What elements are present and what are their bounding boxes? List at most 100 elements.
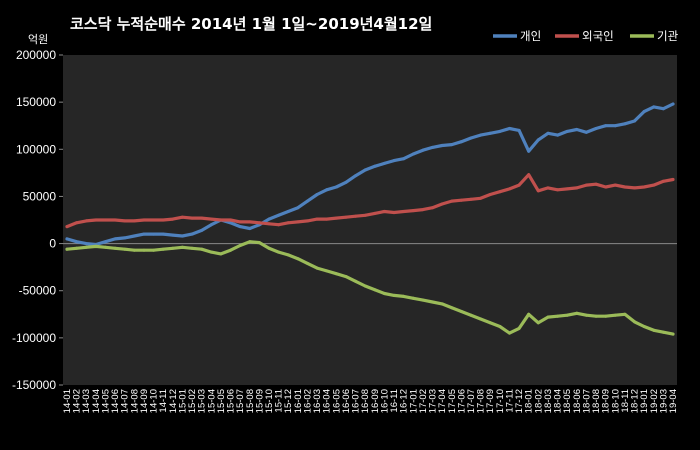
x-tick-label: 15-05 xyxy=(216,389,227,413)
y-tick-label: 200000 xyxy=(16,48,56,62)
x-tick-label: 15-04 xyxy=(206,389,217,413)
x-tick-label: 15-07 xyxy=(235,389,246,413)
x-tick-label: 16-06 xyxy=(341,389,352,413)
x-tick-label: 14-06 xyxy=(110,389,121,413)
data-point-1 xyxy=(354,174,358,178)
x-tick-label: 16-09 xyxy=(370,389,381,413)
data-point-3 xyxy=(671,332,675,336)
data-point-2 xyxy=(180,215,184,219)
x-tick-label: 14-08 xyxy=(129,389,140,413)
data-point-3 xyxy=(604,314,608,318)
data-point-3 xyxy=(363,284,367,288)
data-point-1 xyxy=(594,127,598,130)
data-point-3 xyxy=(469,313,473,317)
data-point-2 xyxy=(257,221,261,225)
data-point-3 xyxy=(508,331,511,335)
data-point-1 xyxy=(517,128,521,132)
data-point-1 xyxy=(75,240,79,244)
data-point-1 xyxy=(459,140,463,144)
data-point-1 xyxy=(363,168,367,172)
data-point-1 xyxy=(431,145,434,149)
data-point-3 xyxy=(267,246,271,250)
data-point-3 xyxy=(190,246,194,250)
x-tick-label: 18-03 xyxy=(543,389,554,413)
x-tick-label: 16-02 xyxy=(302,389,313,413)
data-point-2 xyxy=(132,219,136,223)
x-tick-label: 18-10 xyxy=(610,389,621,413)
data-point-2 xyxy=(661,179,665,183)
legend: 개인 외국인 기관 xyxy=(493,29,679,43)
y-tick-label: -100000 xyxy=(12,331,56,345)
data-point-2 xyxy=(277,223,281,227)
data-point-2 xyxy=(113,218,117,222)
x-tick-label: 15-09 xyxy=(254,389,265,413)
data-point-2 xyxy=(171,217,175,221)
data-point-3 xyxy=(94,244,98,248)
data-point-2 xyxy=(604,185,608,189)
chart-title: 코스닥 누적순매수 2014년 1월 1일~2019년4월12일 xyxy=(70,15,432,33)
data-point-2 xyxy=(431,206,434,210)
data-point-3 xyxy=(248,240,252,244)
data-point-3 xyxy=(113,246,117,250)
data-point-3 xyxy=(498,325,502,328)
data-point-2 xyxy=(623,185,627,189)
data-point-3 xyxy=(257,241,261,245)
x-tick-label: 18-06 xyxy=(572,389,583,413)
x-tick-label: 15-03 xyxy=(197,389,208,413)
data-point-1 xyxy=(411,152,415,156)
data-point-2 xyxy=(479,196,483,200)
x-tick-label: 18-09 xyxy=(601,389,612,413)
data-point-2 xyxy=(584,183,588,187)
x-tick-label: 16-04 xyxy=(322,389,333,413)
x-tick-label: 17-09 xyxy=(485,389,496,413)
data-point-3 xyxy=(315,266,319,270)
data-point-1 xyxy=(315,193,319,196)
data-point-2 xyxy=(104,218,107,222)
data-point-2 xyxy=(84,219,88,223)
x-tick-label: 14-07 xyxy=(120,389,131,413)
data-point-3 xyxy=(450,306,454,310)
data-point-3 xyxy=(344,275,348,279)
x-tick-label: 14-03 xyxy=(81,389,92,413)
data-point-3 xyxy=(565,313,569,317)
x-tick-label: 19-01 xyxy=(639,389,650,413)
data-point-3 xyxy=(354,279,358,283)
x-tick-label: 17-08 xyxy=(476,389,487,413)
data-point-3 xyxy=(459,310,463,313)
data-point-1 xyxy=(536,138,540,142)
data-point-2 xyxy=(190,216,194,220)
data-point-1 xyxy=(277,213,281,217)
data-point-1 xyxy=(488,131,492,135)
data-point-2 xyxy=(123,219,127,223)
data-point-1 xyxy=(613,124,617,128)
data-point-1 xyxy=(652,105,656,109)
x-tick-label: 15-06 xyxy=(226,389,237,413)
legend-label-1: 개인 xyxy=(520,29,541,43)
data-point-3 xyxy=(104,245,107,249)
data-point-1 xyxy=(306,199,309,203)
x-tick-label: 17-12 xyxy=(514,389,525,413)
data-point-3 xyxy=(180,245,184,249)
data-point-1 xyxy=(642,110,646,114)
data-point-1 xyxy=(123,236,127,240)
data-point-1 xyxy=(238,225,242,229)
data-point-1 xyxy=(190,232,194,236)
data-point-3 xyxy=(209,250,213,254)
x-tick-label: 17-11 xyxy=(504,389,515,413)
x-tick-label: 15-02 xyxy=(187,389,198,413)
data-point-3 xyxy=(661,330,665,334)
data-point-3 xyxy=(171,246,175,250)
x-tick-label: 18-01 xyxy=(524,389,535,413)
data-point-2 xyxy=(652,183,656,187)
x-tick-label: 15-11 xyxy=(274,389,285,413)
legend-label-2: 외국인 xyxy=(582,29,614,43)
x-tick-label: 16-03 xyxy=(312,389,323,413)
x-tick-label: 18-02 xyxy=(533,389,544,413)
x-axis-ticks: 14-0114-0214-0314-0414-0514-0614-0714-08… xyxy=(62,389,679,413)
x-tick-label: 18-05 xyxy=(562,389,573,413)
data-point-2 xyxy=(296,220,300,224)
data-point-1 xyxy=(229,221,232,225)
data-point-2 xyxy=(392,211,396,214)
data-point-1 xyxy=(604,124,608,128)
